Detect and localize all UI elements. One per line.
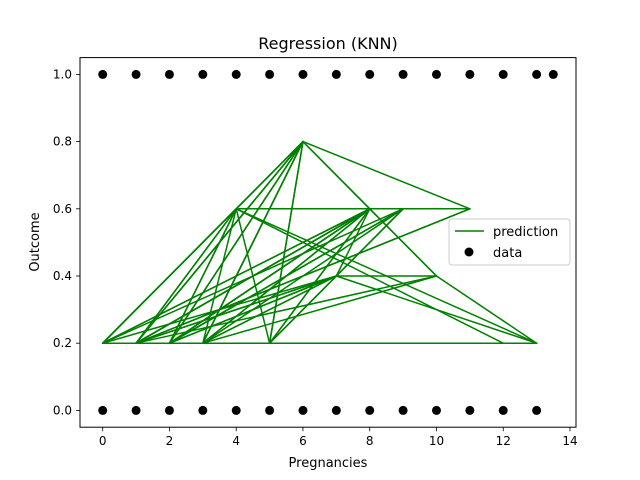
prediction-segment	[335, 275, 538, 344]
legend: prediction data	[448, 218, 571, 266]
prediction-segment	[101, 208, 237, 344]
prediction-segment	[135, 140, 304, 344]
data-point	[131, 69, 141, 79]
axes-frame	[79, 57, 577, 428]
data-point	[265, 405, 275, 415]
chart-title: Regression (KNN)	[258, 34, 398, 53]
x-tick-label: 8	[366, 434, 374, 448]
data-points	[98, 69, 558, 415]
prediction-segment	[435, 275, 538, 344]
y-tick-label: 0.2	[53, 336, 72, 350]
data-point	[298, 69, 308, 79]
data-point	[365, 69, 375, 79]
legend-data-swatch	[464, 247, 474, 257]
legend-data-label: data	[493, 246, 522, 261]
data-point	[164, 405, 174, 415]
data-point	[498, 405, 508, 415]
y-tick-label: 0.4	[53, 269, 72, 283]
legend-prediction-label: prediction	[493, 225, 558, 240]
prediction-segment	[168, 208, 371, 344]
x-axis-label: Pregnancies	[289, 456, 368, 471]
x-tick-label: 10	[429, 434, 444, 448]
prediction-segment	[135, 208, 471, 344]
x-tick-label: 14	[562, 434, 577, 448]
data-point	[431, 405, 441, 415]
prediction-segment	[202, 275, 438, 344]
prediction-segment	[202, 208, 371, 344]
prediction-segment	[268, 140, 304, 344]
prediction-segment	[302, 140, 471, 210]
prediction-segment	[335, 208, 371, 277]
data-point	[231, 405, 241, 415]
prediction-segment	[168, 275, 338, 344]
data-point	[431, 69, 441, 79]
data-point	[231, 69, 241, 79]
data-point	[198, 69, 208, 79]
prediction-segment	[135, 208, 237, 344]
data-point	[398, 69, 408, 79]
data-point	[532, 69, 542, 79]
x-tick-label: 2	[166, 434, 174, 448]
prediction-segment	[135, 208, 371, 344]
data-point	[164, 69, 174, 79]
data-point	[398, 405, 408, 415]
data-point	[532, 405, 542, 415]
x-tick-label: 0	[99, 434, 107, 448]
data-point	[548, 69, 558, 79]
y-tick-label: 0.6	[53, 202, 72, 216]
prediction-segment	[168, 140, 304, 344]
data-point	[465, 69, 475, 79]
x-tick-label: 6	[299, 434, 307, 448]
data-point	[98, 405, 108, 415]
data-point	[131, 405, 141, 415]
y-tick-label: 0.0	[53, 403, 72, 417]
data-point	[498, 69, 508, 79]
prediction-segment	[202, 275, 338, 344]
data-point	[331, 405, 341, 415]
y-tick-label: 0.8	[53, 135, 72, 149]
y-axis-label: Outcome	[28, 212, 43, 271]
data-point	[365, 405, 375, 415]
data-point	[198, 405, 208, 415]
y-tick-label: 1.0	[53, 67, 72, 81]
y-axis-ticks: 0.0 0.2 0.4 0.6 0.8 1.0	[53, 67, 80, 417]
prediction-segment	[101, 275, 338, 344]
prediction-segment	[135, 275, 338, 344]
x-axis-ticks: 0 2 4 6 8 10 12 14	[99, 427, 578, 448]
prediction-segment	[268, 208, 371, 344]
data-point	[98, 69, 108, 79]
x-tick-label: 12	[496, 434, 511, 448]
data-point	[331, 69, 341, 79]
data-point	[298, 405, 308, 415]
x-tick-label: 4	[232, 434, 240, 448]
data-point	[265, 69, 275, 79]
data-point	[465, 405, 475, 415]
prediction-lines	[101, 140, 538, 344]
